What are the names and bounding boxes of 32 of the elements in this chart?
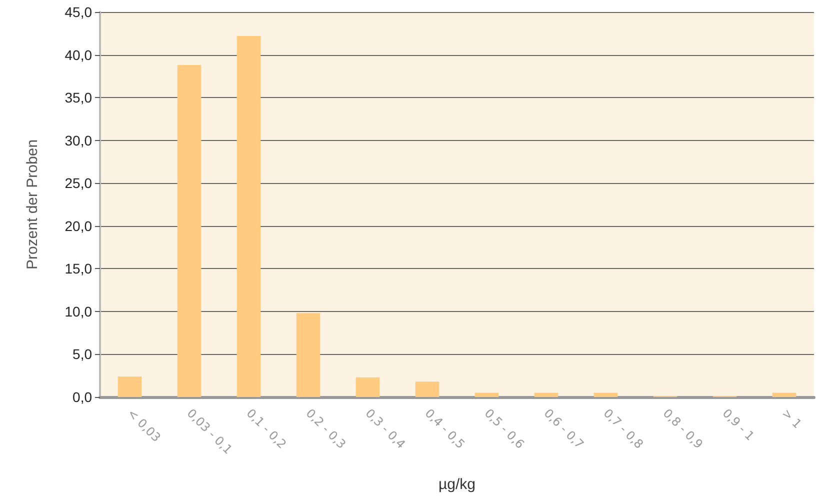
y-axis-title: Prozent der Proben <box>24 139 41 270</box>
x-tick-label: 0,8 - 0,9 <box>660 406 706 452</box>
bar <box>296 313 320 397</box>
x-tick-label: 0,9 - 1 <box>720 406 758 444</box>
bar <box>177 65 202 397</box>
y-tick-label: 25,0 <box>64 175 92 192</box>
x-tick-label: 0,6 - 0,7 <box>541 406 587 452</box>
x-tick-label: 0,7 - 0,8 <box>600 406 646 452</box>
x-tick-label: 0,4 - 0,5 <box>422 406 468 452</box>
y-tick-label: 40,0 <box>64 46 92 63</box>
bar <box>772 392 796 397</box>
bar <box>356 377 380 397</box>
y-tick-label: 30,0 <box>64 132 92 148</box>
y-tick-label: 5,0 <box>72 346 92 362</box>
bar <box>534 392 558 397</box>
x-tick-label: > 1 <box>779 406 804 432</box>
bar <box>474 392 499 397</box>
bar <box>118 376 142 397</box>
bar <box>415 382 440 397</box>
y-tick-label: 35,0 <box>64 90 92 106</box>
x-tick-label: 0,2 - 0,3 <box>303 406 349 452</box>
bar <box>236 36 261 397</box>
x-axis-title: µg/kg <box>438 476 476 493</box>
y-tick-label: 15,0 <box>64 260 92 277</box>
x-tick-label: 0,3 - 0,4 <box>362 406 408 452</box>
y-tick-label: 45,0 <box>64 4 92 20</box>
bar <box>594 392 618 397</box>
y-tick-label: 20,0 <box>64 218 92 234</box>
y-tick-label: 10,0 <box>64 303 92 320</box>
x-tick-label: 0,1 - 0,2 <box>244 406 290 452</box>
y-tick-label: 0,0 <box>72 389 92 405</box>
x-tick-label: 0,5 - 0,6 <box>482 406 528 452</box>
